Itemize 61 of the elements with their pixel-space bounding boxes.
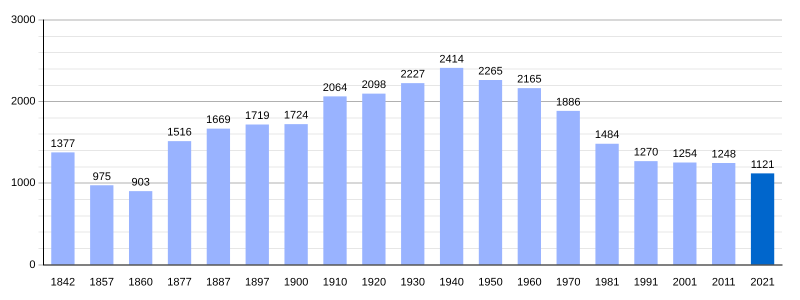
y-tick-label: 1000 [10,177,36,190]
data-label: 1121 [750,158,774,171]
x-tick-label: 1940 [439,276,464,288]
bar [673,162,696,264]
bar [440,68,464,264]
data-label: 1886 [556,96,580,108]
x-tick-label: 1981 [594,276,620,288]
data-label: 903 [131,176,150,189]
x-tick-label: 2001 [672,276,698,288]
x-tick-label: 1887 [206,276,231,288]
data-label: 1516 [167,126,192,139]
bar [168,141,192,264]
data-label: 2265 [478,66,503,78]
data-label: 1377 [50,138,76,150]
x-tick-label: 2021 [750,276,775,288]
x-tick-label: 1950 [478,276,503,288]
bar [206,128,230,264]
data-label: 975 [92,170,111,183]
bar [401,83,424,264]
data-label: 1248 [711,148,736,160]
y-tick-label: 3000 [10,14,36,26]
data-label: 2414 [439,53,464,66]
y-tick-label: 2000 [10,96,36,108]
data-label: 1669 [206,114,231,126]
bar [51,152,75,264]
data-label: 2098 [362,79,386,92]
data-label: 1719 [245,110,270,122]
x-tick-label: 1900 [284,276,308,288]
x-tick-label: 1842 [50,276,76,288]
data-label: 1484 [594,129,620,142]
x-tick-label: 1920 [362,276,386,288]
bar [128,191,152,264]
data-label: 1270 [634,146,658,159]
data-label: 2064 [322,82,348,94]
bar [284,124,308,264]
bar [556,110,580,264]
bar [323,96,347,264]
x-tick-label: 1857 [90,276,114,288]
x-tick-label: 1877 [167,276,192,288]
bar [750,173,774,264]
x-tick-label: 1910 [322,276,348,288]
bar [478,80,502,264]
bar [595,144,619,264]
bar [712,162,736,264]
x-tick-label: 1960 [517,276,542,288]
x-tick-label: 2011 [712,276,736,288]
x-tick-label: 1930 [400,276,425,288]
data-label: 1254 [672,148,698,160]
bar [90,185,114,264]
x-tick-label: 1970 [556,276,580,288]
data-label: 2165 [517,74,542,86]
x-tick-label: 1860 [128,276,153,288]
x-tick-label: 1897 [245,276,270,288]
bar [634,161,658,264]
bar [362,94,386,264]
bar [246,124,269,264]
x-tick-label: 1991 [634,276,658,288]
data-label: 2227 [400,68,425,81]
y-tick-label: 0 [29,258,36,271]
data-label: 1724 [284,110,308,122]
bar [518,88,542,264]
